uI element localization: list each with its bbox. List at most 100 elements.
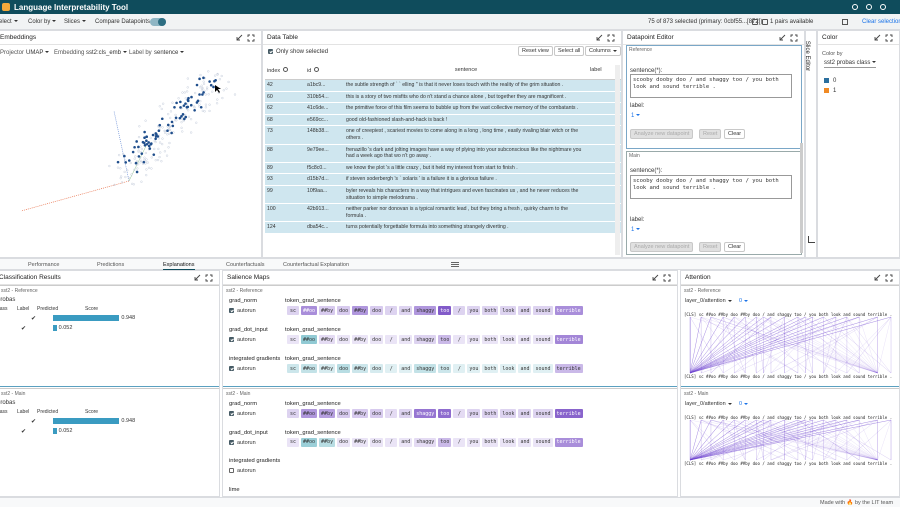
clear-selection[interactable]: Clear selection (862, 19, 900, 25)
attention-token: terrible (868, 415, 888, 420)
table-row[interactable]: 89f5c8c0...we know the plot 's a little … (265, 162, 621, 174)
top-icon[interactable] (880, 4, 886, 10)
minimize-icon[interactable] (235, 34, 243, 42)
salience-token: sc (287, 364, 299, 373)
column-header[interactable]: id (305, 65, 344, 80)
minimize-icon[interactable] (193, 274, 201, 282)
maximize-icon[interactable] (247, 34, 255, 42)
selected-point (150, 143, 153, 146)
checkbox[interactable] (268, 49, 273, 54)
embedding-point (199, 86, 201, 88)
token-row: sc##oo##bydoo##bydoo/andshaggytoo/youbot… (287, 409, 583, 418)
top-icon[interactable] (866, 4, 872, 10)
salience-token: too (438, 409, 451, 418)
salience-token: sound (533, 335, 552, 344)
salience-token: / (453, 335, 465, 344)
checkbox[interactable] (229, 411, 234, 416)
checkbox[interactable] (229, 440, 234, 445)
embedding-point (188, 116, 190, 118)
checkbox[interactable] (229, 468, 234, 473)
salience-token: doo (337, 409, 350, 418)
top-icon[interactable] (852, 4, 858, 10)
attention-token: too (794, 461, 801, 466)
icon-shape (597, 35, 602, 40)
table-button[interactable]: Select all (554, 46, 584, 56)
tab[interactable]: Performance (28, 262, 60, 268)
maximize-icon[interactable] (663, 274, 671, 282)
color-by-select[interactable]: sst2 probas class (824, 60, 876, 68)
embedding-point (202, 110, 204, 112)
embedding-select[interactable]: sst2:cls_emb (86, 50, 127, 56)
slice-editor-panel[interactable]: Slice Editor (805, 30, 817, 258)
expand-icon[interactable] (808, 236, 815, 243)
cell-id: 10f9aa... (305, 185, 344, 203)
projector-select[interactable]: UMAP (26, 50, 49, 56)
table-row[interactable]: 124dba54c...turns potentially forgettabl… (265, 222, 621, 234)
result-section: sst2 - ReferenceprobasClassLabelPredicte… (0, 285, 219, 387)
tab[interactable]: Predictions (97, 262, 124, 268)
toolbar-icon[interactable] (752, 19, 758, 25)
minimize-icon[interactable] (873, 274, 881, 282)
attention-token: ##oo (706, 374, 716, 379)
checkbox[interactable] (229, 337, 234, 342)
cell-index: 99 (265, 185, 305, 203)
salience-token: / (453, 409, 465, 418)
icon-shape (875, 275, 880, 280)
editor-button[interactable]: Analyze new datapoint (630, 129, 693, 139)
salience-token: you (467, 306, 480, 315)
tab[interactable]: Explanations (163, 262, 195, 270)
checkbox[interactable] (229, 366, 234, 371)
table-row[interactable]: 10042b913...neither parker nor donovan i… (265, 204, 621, 222)
menu[interactable]: Slices (64, 19, 86, 25)
label-select[interactable]: 1 (631, 227, 640, 233)
compare-label: Compare Datapoints (95, 19, 150, 25)
selected-point (170, 132, 173, 135)
table-row[interactable]: 42a1bc9...the subtle strength of ` ` ell… (265, 80, 621, 92)
tab[interactable]: Counterfactuals (226, 262, 265, 268)
menu[interactable]: Select (0, 19, 18, 25)
maximize-icon[interactable] (790, 34, 798, 42)
column-header[interactable]: sentence (344, 65, 588, 80)
minimize-icon[interactable] (595, 34, 603, 42)
selected-point (135, 140, 138, 143)
compare-toggle[interactable] (150, 18, 166, 26)
table-button[interactable]: Reset view (518, 46, 553, 56)
table-row[interactable]: 9910f9aa...byler reveals his characters … (265, 185, 621, 203)
tab[interactable]: Counterfactual Explanation (283, 262, 349, 268)
minimize-icon[interactable] (651, 274, 659, 282)
maximize-icon[interactable] (885, 274, 893, 282)
editor-button[interactable]: Reset (699, 242, 721, 252)
maximize-icon[interactable] (885, 34, 893, 42)
selected-point (158, 124, 161, 127)
editor-button[interactable]: Analyze new datapoint (630, 242, 693, 252)
maximize-icon[interactable] (607, 34, 615, 42)
icon-shape (886, 35, 892, 41)
table-row[interactable]: 93d15b7d...if steven soderbergh 's ` sol… (265, 174, 621, 186)
table-row[interactable]: 889e79ee...frenazillo 's dark and joltin… (265, 144, 621, 162)
table-row[interactable]: 68e569cc...good old-fashioned slash-and-… (265, 114, 621, 126)
table-row[interactable]: 60310b54...this is a story of two misfit… (265, 91, 621, 103)
score-bar (53, 418, 119, 424)
editor-button[interactable]: Clear (724, 129, 745, 139)
label-select[interactable]: 1 (631, 113, 640, 119)
table-button[interactable]: Columns (585, 46, 621, 56)
embedding-scatter[interactable] (0, 61, 261, 257)
maximize-icon[interactable] (205, 274, 213, 282)
sentence-input[interactable]: scooby dooby doo / and shaggy too / you … (630, 175, 792, 199)
minimize-icon[interactable] (873, 34, 881, 42)
editor-button[interactable]: Clear (724, 242, 745, 252)
label-by-select[interactable]: sentence (154, 50, 184, 56)
sentence-input[interactable]: scooby dooby doo / and shaggy too / you … (630, 74, 792, 98)
column-header[interactable]: index (265, 65, 305, 80)
checkbox[interactable] (229, 308, 234, 313)
salience-token: shaggy (414, 409, 436, 418)
editor-button[interactable]: Reset (699, 129, 721, 139)
toolbar-icon[interactable] (842, 19, 848, 25)
embedding-point (199, 103, 201, 105)
table-row[interactable]: 6241c6de...the primitive force of this f… (265, 103, 621, 115)
minimize-icon[interactable] (778, 34, 786, 42)
table-row[interactable]: 73148b38...one of creepiest , scariest m… (265, 126, 621, 144)
menu[interactable]: Color by (28, 19, 56, 25)
toolbar-icon[interactable] (762, 19, 768, 25)
attention-token: sc (699, 415, 704, 420)
